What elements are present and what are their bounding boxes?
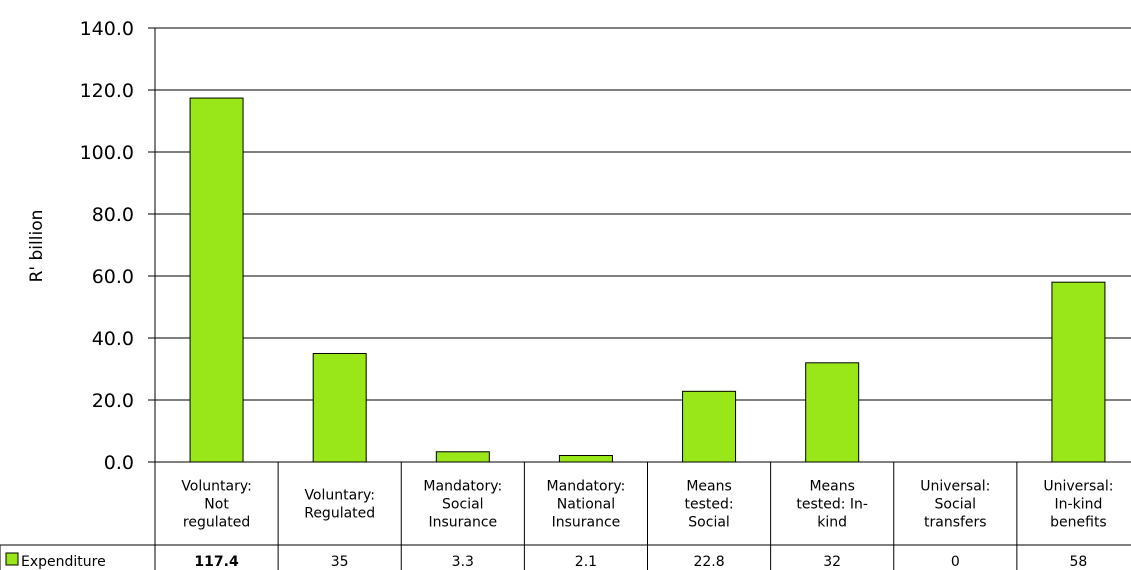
category-label: Voluntary: [181,479,252,495]
category-label: In-kind [1055,497,1103,513]
data-table: Voluntary: Not regulated 117.4 Voluntary: Reg… [0,462,1131,570]
axes: 0.0 20.0 40.0 60.0 80.0 100.0 120.0 140.0 [80,18,1131,474]
category-label: kind [817,515,847,531]
category-label: Social [442,497,484,513]
category-label: regulated [183,515,250,531]
value-label: 117.4 [194,554,239,570]
category-label: Insurance [428,515,497,531]
bar [312,353,367,463]
category-label: Voluntary: [304,488,375,504]
category-label: National [557,497,615,513]
legend-swatch [5,552,19,566]
value-label: 22.8 [693,554,724,570]
category-label: Mandatory: [547,479,626,495]
y-tick-label: 60.0 [92,266,134,288]
category-label: Means [809,479,854,495]
value-label: 35 [331,554,349,570]
y-tick-label: 140.0 [80,18,134,40]
category-label: Not [204,497,229,513]
value-label: 2.1 [575,554,597,570]
category-label: transfers [924,515,987,531]
category-label: Insurance [552,515,621,531]
y-tick-label: 20.0 [92,390,134,412]
y-tick-label: 40.0 [92,328,134,350]
category-label: Social [935,497,977,513]
bar [682,390,737,463]
category-label: tested: [685,497,734,513]
category-label: Universal: [1043,479,1113,495]
category-label: Regulated [304,506,375,522]
category-label: Universal: [920,479,990,495]
value-label: 0 [951,554,960,570]
category-label: Social [688,515,730,531]
value-label: 32 [823,554,841,570]
y-tick-label: 120.0 [80,80,134,102]
bar [1051,281,1106,463]
bar [189,97,244,463]
category-label: benefits [1050,515,1107,531]
bar [435,451,490,463]
category-label: Means [686,479,731,495]
category-label: tested: In- [796,497,868,513]
value-label: 58 [1070,554,1088,570]
y-tick-label: 0.0 [104,452,134,474]
gridlines [155,27,1131,401]
y-tick-label: 80.0 [92,204,134,226]
bar [558,454,613,463]
y-tick-label: 100.0 [80,142,134,164]
bars [189,97,1106,463]
bar [805,362,860,463]
category-label: Mandatory: [423,479,502,495]
legend-label: Expenditure [21,554,106,570]
value-label: 3.3 [452,554,474,570]
y-axis-label: R' billion [27,210,47,283]
